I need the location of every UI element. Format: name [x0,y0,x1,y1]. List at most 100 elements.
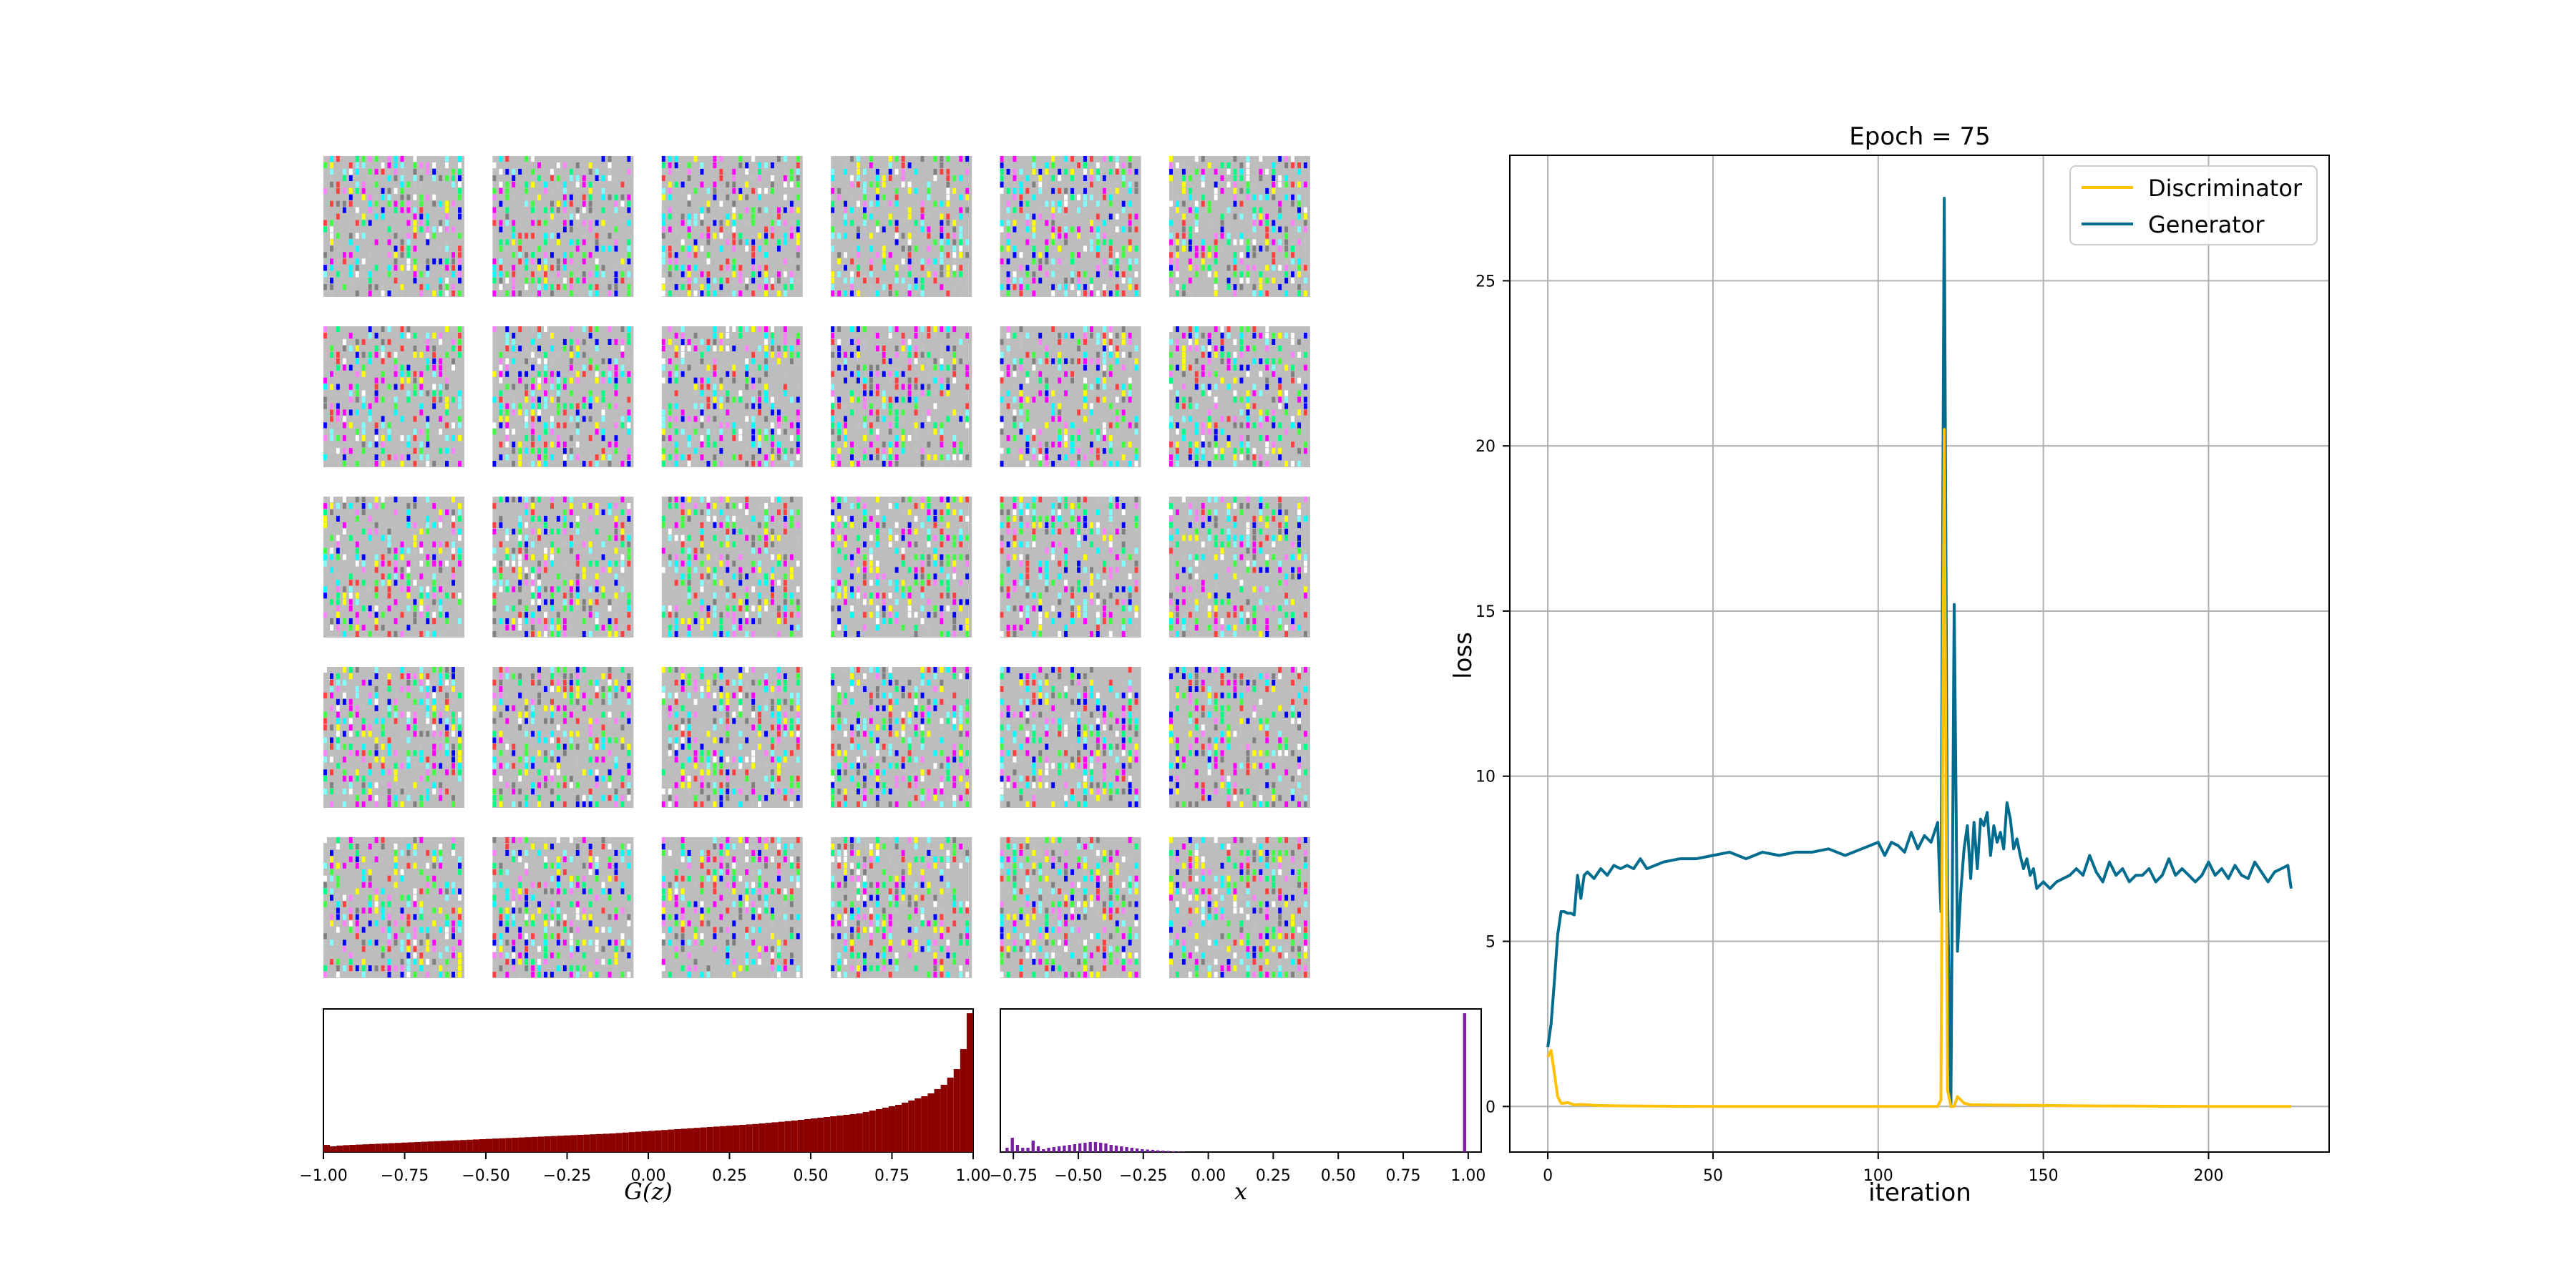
sample-image [831,326,972,467]
hist-bar [635,1131,642,1152]
hist-bar [1135,1148,1139,1152]
hist-bar [1026,1148,1030,1152]
hist-bar [323,1145,331,1152]
hist-bar [505,1138,512,1152]
x-tick-label: 0.50 [1321,1167,1356,1185]
sample-image [492,667,634,808]
hist-bar [459,1140,467,1152]
hist-bar [453,1140,460,1152]
hist-bar [856,1113,863,1152]
x-tick-label: 0.75 [1386,1167,1421,1185]
hist-bar [1093,1142,1098,1152]
sample-image [1169,667,1310,808]
sample-image [323,326,464,467]
hist-bar [908,1101,915,1152]
y-tick-label: 25 [1475,273,1496,291]
sample-image [323,156,464,297]
hist-bar [888,1106,896,1152]
hist-bar [1068,1145,1071,1152]
gz-histogram: −1.00 −0.75 −0.50 −0.25 0.00 0.25 0.50 0.75 1.00… [299,1008,991,1205]
sample-image [1169,156,1310,297]
hist-bar [668,1129,675,1152]
hist-bar [927,1093,935,1152]
hist-bar [1141,1149,1144,1152]
sample-image [1000,326,1141,467]
sample-image [661,497,803,638]
x-tick-label: −0.25 [543,1167,591,1185]
hist-bar [953,1069,960,1152]
hist-bar [1083,1143,1087,1152]
hist-bar [1099,1143,1103,1152]
x-tick-label: 200 [2193,1167,2223,1185]
hist-bar [1182,1151,1186,1152]
y-tick-label: 20 [1475,438,1496,456]
hist-bar [947,1078,954,1152]
hist-bar [739,1125,746,1152]
series-line-generator [1546,197,2293,1108]
x-tick-label: 0.00 [631,1167,666,1185]
hist-bar [343,1145,350,1152]
sample-image [831,156,972,297]
sample-image [492,156,634,297]
hist-bar [706,1127,713,1152]
hist-bar [1171,1151,1176,1152]
hist-bar [641,1131,648,1152]
loss-ylabel: loss [1449,632,1478,679]
hist-bar [369,1143,376,1152]
y-tick-label: 0 [1485,1098,1496,1116]
x-tick-label: −0.50 [462,1167,509,1185]
hist-bar [1156,1150,1160,1152]
hist-bar [375,1143,382,1152]
hist-bar [1120,1146,1123,1152]
hist-bar [940,1085,947,1152]
hist-bar [362,1144,369,1152]
hist-bar [1057,1146,1061,1152]
hist-bar [609,1133,616,1152]
hist-bar [661,1130,668,1152]
hist-bar [408,1142,415,1152]
hist-bar [1151,1150,1155,1152]
sample-image [1000,497,1141,638]
hist-bar [882,1108,889,1152]
hist-bar [1052,1147,1056,1152]
hist-bar [713,1126,720,1152]
x-tick-label: −0.75 [381,1167,429,1185]
sample-image [492,497,634,638]
hist-bar [577,1135,584,1152]
x-tick-label: 100 [1863,1167,1893,1185]
hist-bar [479,1139,486,1152]
hist-bar [1104,1143,1108,1152]
hist-bar [752,1123,759,1152]
x-tick-label: −1.00 [299,1167,347,1185]
hist-bar [797,1120,804,1152]
loss-xlabel: iteration [1868,1179,1971,1207]
hist-bar [1047,1148,1050,1152]
hist-bar [1161,1151,1165,1152]
hist-bar [1088,1142,1092,1152]
hist-bar [1130,1148,1133,1152]
hist-bar [486,1138,493,1152]
hist-bar [401,1142,409,1152]
hist-bar [778,1121,785,1152]
hist-bar [875,1109,882,1152]
hist-bar [394,1143,401,1152]
x-tick-label: 1.00 [956,1167,991,1185]
hist-bar [1109,1145,1113,1152]
sample-image [1000,837,1141,978]
hist-bar [1073,1144,1077,1152]
hist-bar [765,1123,772,1152]
hist-bar [680,1128,688,1152]
x-tick-label: 0.25 [712,1167,747,1185]
hist-bar [687,1128,694,1152]
x-hist-xlabel: x [1234,1178,1247,1205]
hist-bar [472,1139,479,1152]
hist-bar [1036,1146,1040,1152]
hist-bar [914,1098,922,1152]
hist-bar [602,1133,610,1152]
hist-bar [869,1111,876,1152]
hist-bar [596,1133,603,1152]
sample-image [1000,667,1141,808]
hist-bar [902,1103,909,1152]
x-hist-frame [1000,1008,1482,1153]
